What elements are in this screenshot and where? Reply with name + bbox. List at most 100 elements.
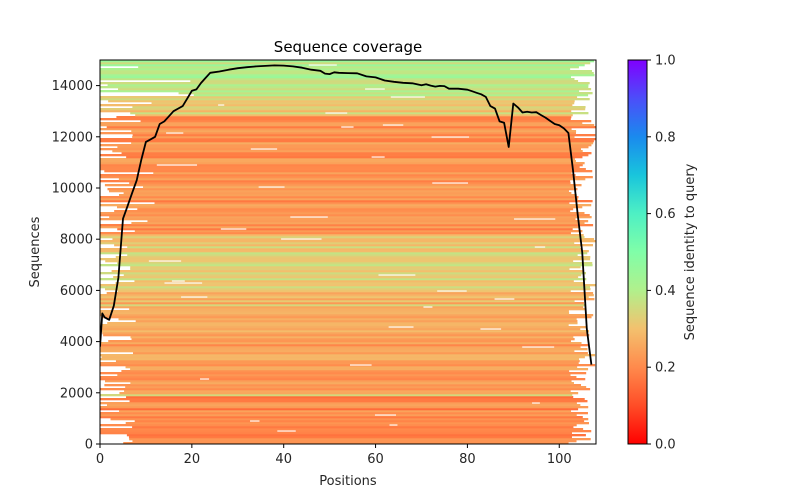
- heatmap-row: [115, 256, 591, 259]
- heatmap-gap: [277, 430, 296, 432]
- heatmap-row: [104, 184, 582, 187]
- heatmap-row: [132, 136, 575, 139]
- heatmap-row: [130, 368, 589, 371]
- x-axis-label: Positions: [319, 474, 377, 489]
- heatmap-gap: [494, 298, 515, 300]
- heatmap-row: [117, 290, 571, 293]
- heatmap-row: [100, 226, 579, 229]
- colorbar-tick-label: 0.6: [655, 207, 676, 222]
- heatmap-row: [100, 344, 589, 347]
- heatmap-row: [100, 174, 576, 177]
- heatmap-row: [100, 296, 589, 299]
- heatmap-row: [100, 214, 590, 217]
- heatmap-row: [104, 288, 591, 291]
- heatmap-row: [100, 414, 577, 417]
- heatmap-row: [140, 120, 592, 123]
- chart-title: Sequence coverage: [274, 38, 422, 56]
- heatmap-row: [114, 210, 571, 213]
- heatmap-gap: [164, 282, 203, 284]
- heatmap-row: [100, 252, 588, 255]
- colorbar-label: Sequence identity to query: [683, 163, 698, 340]
- heatmap-gap: [388, 326, 414, 328]
- heatmap-rows: [100, 60, 596, 444]
- heatmap-row: [115, 282, 585, 285]
- heatmap-gap: [181, 296, 208, 298]
- heatmap-row: [113, 276, 579, 279]
- heatmap-row: [131, 130, 577, 133]
- colorbar-tick-label: 0.0: [655, 438, 676, 453]
- heatmap-row: [100, 74, 595, 77]
- heatmap-row: [129, 438, 591, 441]
- y-tick-label: 4000: [60, 335, 93, 350]
- heatmap-row: [100, 108, 586, 111]
- x-tick-label: 0: [96, 452, 104, 467]
- heatmap-row: [100, 402, 577, 405]
- y-tick-label: 0: [85, 438, 93, 453]
- heatmap-gap: [522, 346, 555, 348]
- heatmap-row: [100, 406, 589, 409]
- heatmap-row: [100, 122, 583, 125]
- heatmap-row: [125, 386, 587, 389]
- heatmap-row: [134, 420, 585, 423]
- heatmap-row: [100, 212, 585, 215]
- heatmap-row: [132, 440, 577, 443]
- heatmap-row: [117, 374, 571, 377]
- heatmap-row: [100, 248, 582, 251]
- heatmap-row: [100, 298, 595, 301]
- heatmap-row: [100, 118, 571, 121]
- heatmap-row: [100, 416, 583, 419]
- heatmap-row: [100, 166, 580, 169]
- heatmap-row: [116, 206, 583, 209]
- heatmap-gap: [382, 124, 404, 126]
- heatmap-row: [100, 294, 594, 297]
- heatmap-row: [116, 116, 572, 119]
- heatmap-gap: [437, 290, 467, 292]
- heatmap-gap: [148, 260, 182, 262]
- heatmap-row: [100, 358, 580, 361]
- x-axis: 0 20 40 60 80 100: [96, 444, 572, 467]
- heatmap-row: [132, 106, 586, 109]
- plot-frame: [99, 59, 597, 445]
- heatmap-row: [100, 286, 591, 289]
- heatmap-row: [100, 394, 573, 397]
- heatmap-row: [107, 322, 578, 325]
- heatmap-row: [100, 328, 581, 331]
- heatmap-row: [118, 178, 586, 181]
- heatmap-row: [118, 88, 592, 91]
- heatmap-row: [130, 382, 574, 385]
- heatmap-row: [135, 320, 578, 323]
- heatmap-row: [123, 442, 569, 444]
- heatmap-row: [132, 352, 588, 355]
- heatmap-row: [129, 308, 587, 311]
- heatmap-row: [100, 144, 592, 147]
- heatmap-row: [102, 332, 588, 335]
- heatmap-row: [100, 354, 596, 357]
- heatmap-row: [124, 390, 571, 393]
- heatmap-row: [100, 310, 569, 313]
- heatmap-gap: [308, 64, 337, 66]
- heatmap-row: [100, 430, 592, 433]
- heatmap-row: [100, 90, 580, 93]
- heatmap-row: [131, 142, 594, 145]
- heatmap-gap: [365, 88, 385, 90]
- heatmap-row: [135, 114, 573, 117]
- heatmap-row: [109, 216, 592, 219]
- heatmap-gap: [258, 186, 285, 188]
- heatmap-row: [132, 426, 574, 429]
- heatmap-row: [100, 250, 589, 253]
- heatmap-row: [100, 180, 571, 183]
- colorbar: [627, 59, 648, 445]
- heatmap-row: [100, 198, 578, 201]
- heatmap-row: [100, 224, 594, 227]
- heatmap-row: [117, 146, 589, 149]
- heatmap-row: [100, 264, 593, 267]
- heatmap-row: [100, 236, 585, 239]
- heatmap-row: [127, 246, 580, 249]
- heatmap-row: [100, 342, 582, 345]
- y-tick-label: 2000: [60, 386, 93, 401]
- heatmap-gap: [250, 148, 278, 150]
- y-axis-label: Sequences: [28, 216, 43, 287]
- heatmap-row: [100, 196, 579, 199]
- heatmap-row: [100, 412, 588, 415]
- heatmap-gap: [374, 414, 397, 416]
